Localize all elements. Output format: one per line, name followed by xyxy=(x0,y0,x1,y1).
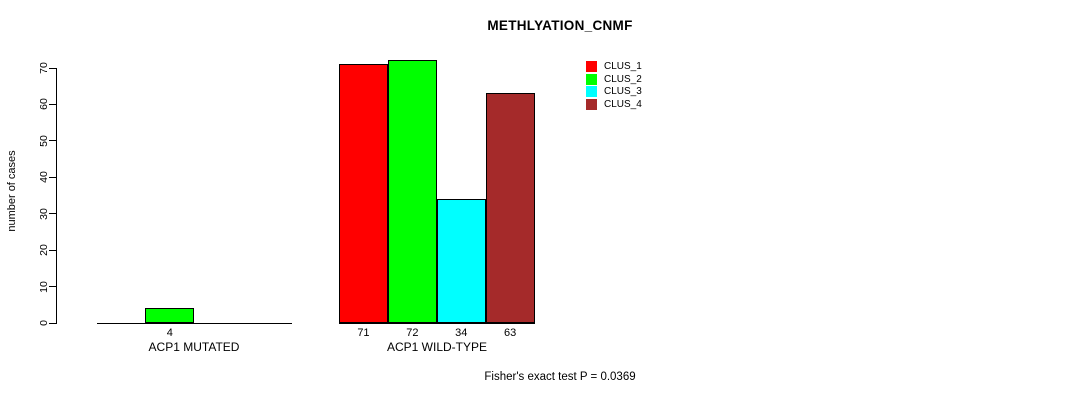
legend-label: CLUS_2 xyxy=(604,73,642,85)
legend-item-clus_3: CLUS_3 xyxy=(586,86,642,97)
y-tick xyxy=(49,67,56,69)
y-tick xyxy=(49,176,56,178)
legend-swatch-icon xyxy=(586,86,597,97)
y-tick xyxy=(49,213,56,215)
y-tick xyxy=(49,249,56,251)
zero-baseline xyxy=(339,323,535,324)
y-tick-label: 0 xyxy=(38,320,50,326)
y-tick xyxy=(49,140,56,142)
bar-clus_4-wild-type xyxy=(486,93,535,323)
y-tick xyxy=(49,286,56,288)
legend-label: CLUS_3 xyxy=(604,86,642,97)
y-tick xyxy=(49,322,56,324)
legend-item-clus_4: CLUS_4 xyxy=(586,98,642,110)
legend: CLUS_1 CLUS_2 CLUS_3 CLUS_4 xyxy=(586,61,642,110)
bar-value-label: 72 xyxy=(406,327,419,339)
footnote: Fisher's exact test P = 0.0369 xyxy=(484,371,636,383)
y-tick-label: 10 xyxy=(38,280,50,293)
bar-clus_1-wild-type xyxy=(339,64,388,323)
legend-label: CLUS_1 xyxy=(604,61,642,72)
y-tick-label: 60 xyxy=(38,98,50,111)
bar-clus_3-wild-type xyxy=(437,199,486,323)
legend-swatch-icon xyxy=(586,61,597,72)
y-tick xyxy=(49,103,56,105)
zero-baseline xyxy=(96,323,293,324)
y-tick-label: 50 xyxy=(38,135,50,147)
bar-value-label: 71 xyxy=(357,327,370,339)
bar-clus_2-wild-type xyxy=(388,60,437,323)
y-tick-label: 30 xyxy=(38,207,50,220)
legend-swatch-icon xyxy=(586,73,597,85)
bar-value-label: 34 xyxy=(455,327,468,339)
bar-value-label: 63 xyxy=(504,327,517,339)
category-label-acp1-mutated: ACP1 MUTATED xyxy=(148,340,240,354)
chart-title: METHLYATION_CNMF xyxy=(487,18,633,33)
legend-label: CLUS_4 xyxy=(604,98,642,110)
y-axis-line xyxy=(56,67,57,324)
category-label-acp1-wild-type: ACP1 WILD-TYPE xyxy=(386,340,488,354)
legend-item-clus_1: CLUS_1 xyxy=(586,61,642,72)
legend-swatch-icon xyxy=(586,98,597,110)
bar-clus_2-mutated xyxy=(145,308,194,323)
legend-item-clus_2: CLUS_2 xyxy=(586,73,642,85)
y-tick-label: 40 xyxy=(38,171,50,184)
y-tick-label: 70 xyxy=(38,62,50,74)
y-tick-label: 20 xyxy=(38,244,50,256)
y-axis-label: number of cases xyxy=(6,150,18,232)
bar-value-label: 4 xyxy=(166,327,173,339)
